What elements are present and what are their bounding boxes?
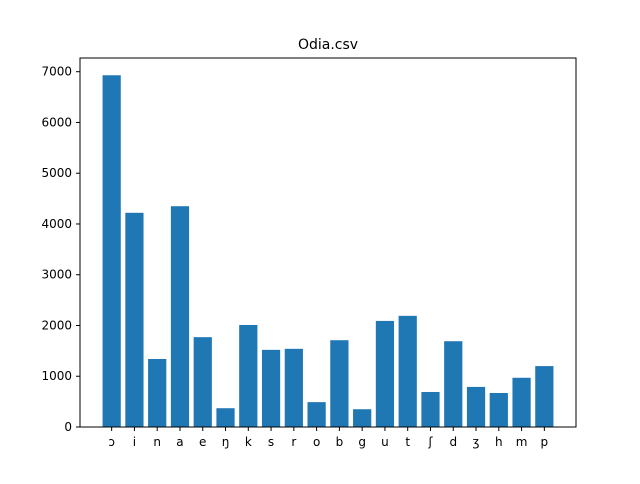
- bar-b: [330, 340, 349, 427]
- bar-s: [261, 349, 281, 427]
- bar-n: [148, 358, 167, 427]
- bar-o: [307, 402, 326, 427]
- x-tick-label: s: [268, 435, 274, 449]
- x-tick-label: m: [516, 435, 528, 449]
- x-tick-label: o: [313, 435, 320, 449]
- bar-ɔ: [102, 75, 121, 427]
- y-tick-label: 6000: [41, 115, 72, 129]
- bar-h: [489, 392, 508, 427]
- x-tick-label: ŋ: [222, 435, 230, 449]
- x-tick-label: d: [449, 435, 457, 449]
- y-axis: 0 1000 2000 3000 4000 5000 6000 7000: [41, 65, 80, 434]
- bar-u: [375, 320, 395, 427]
- x-tick-label: h: [495, 435, 503, 449]
- x-tick-label: b: [336, 435, 344, 449]
- bar-a: [170, 206, 190, 427]
- y-tick-label: 0: [64, 420, 72, 434]
- y-tick-label: 7000: [41, 65, 72, 79]
- bar-d: [444, 341, 463, 427]
- y-tick-label: 5000: [41, 166, 72, 180]
- bar-t: [398, 315, 417, 427]
- bar-ŋ: [216, 408, 235, 427]
- y-tick-label: 2000: [41, 318, 72, 332]
- bar-ʒ: [466, 386, 486, 427]
- bar-g: [353, 409, 372, 427]
- bar-i: [125, 212, 144, 427]
- x-tick-label: ɔ: [108, 435, 115, 449]
- x-tick-label: n: [153, 435, 161, 449]
- y-tick-label: 4000: [41, 217, 72, 231]
- x-tick-label: t: [405, 435, 410, 449]
- chart-title: Odia.csv: [298, 37, 358, 53]
- x-tick-label: r: [291, 435, 296, 449]
- y-tick-label: 1000: [41, 369, 72, 383]
- x-tick-label: g: [358, 435, 366, 449]
- x-tick-label: p: [541, 435, 549, 449]
- y-tick-label: 3000: [41, 268, 72, 282]
- x-tick-label: u: [381, 435, 389, 449]
- x-tick-label: a: [176, 435, 183, 449]
- x-tick-label: k: [245, 435, 252, 449]
- plot-frame: [79, 57, 577, 428]
- bar-e: [193, 337, 212, 427]
- bars-group: [102, 75, 554, 427]
- bar-m: [512, 377, 531, 427]
- x-tick-label: ʃ: [427, 435, 433, 449]
- x-tick-label: i: [133, 435, 136, 449]
- x-tick-label: e: [199, 435, 206, 449]
- bar-p: [535, 366, 554, 427]
- bar-ʃ: [421, 391, 440, 427]
- x-tick-label: ʒ: [473, 435, 480, 449]
- bar-r: [284, 348, 303, 427]
- bar-k: [239, 324, 258, 427]
